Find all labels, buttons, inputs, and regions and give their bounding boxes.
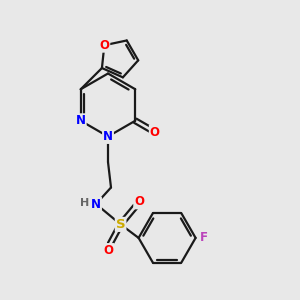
- Text: N: N: [91, 197, 101, 211]
- Text: O: O: [103, 244, 114, 257]
- Text: N: N: [76, 114, 86, 127]
- Text: F: F: [200, 231, 208, 244]
- Text: O: O: [150, 125, 160, 139]
- Text: S: S: [116, 218, 125, 231]
- Text: N: N: [103, 130, 113, 143]
- Text: O: O: [134, 195, 144, 208]
- Text: O: O: [99, 39, 109, 52]
- Text: H: H: [80, 198, 89, 208]
